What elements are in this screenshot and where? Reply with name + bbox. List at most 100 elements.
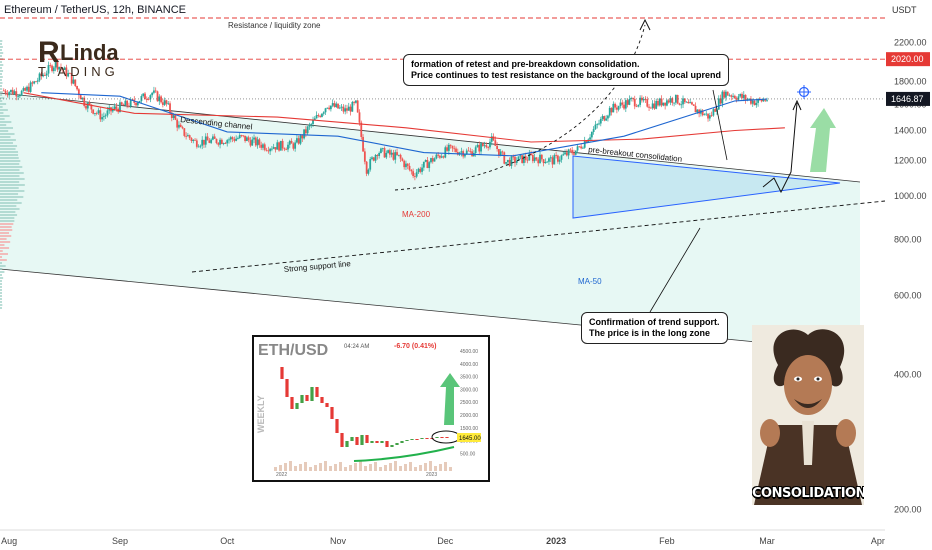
candle-body <box>630 97 633 99</box>
candle-body <box>533 157 536 162</box>
channel-upper-line <box>0 92 861 183</box>
candle-body <box>753 100 756 106</box>
inset-candle <box>380 441 384 443</box>
candle-body <box>224 143 227 145</box>
inset-volume-bar <box>329 466 332 471</box>
candle-body <box>562 154 565 156</box>
candle-body <box>390 152 393 155</box>
candle-body <box>136 102 139 106</box>
candle-body <box>86 102 89 109</box>
candle-body <box>396 152 398 156</box>
candle-body <box>446 147 448 151</box>
volume-profile-bar <box>0 172 24 174</box>
ma-50-label: MA-50 <box>578 277 602 286</box>
candle-body <box>671 98 674 103</box>
candle-body <box>179 124 182 128</box>
y-tick-label: 2200.00 <box>894 38 927 48</box>
inset-candle <box>330 407 334 419</box>
volume-profile-bar <box>0 85 2 87</box>
candle-body <box>213 136 216 139</box>
volume-profile-bar <box>0 211 16 213</box>
candle-body <box>751 100 754 104</box>
candle-body <box>63 67 66 70</box>
inset-candle <box>400 441 404 443</box>
candle-body <box>88 102 91 105</box>
candle-body <box>589 137 591 140</box>
inset-price-tag <box>457 433 481 442</box>
volume-profile-bar <box>0 208 20 210</box>
candle-body <box>639 97 642 105</box>
candle-body <box>517 156 520 161</box>
inset-volume-bar <box>379 467 382 471</box>
candle-body <box>97 110 100 114</box>
candle-body <box>641 97 643 101</box>
candle-body <box>128 105 130 107</box>
candle-body <box>226 140 229 144</box>
inset-candle <box>310 387 314 401</box>
candle-body <box>440 156 443 158</box>
candle-body <box>274 147 277 150</box>
candle-body <box>199 145 202 147</box>
inset-volume-bar <box>314 465 317 471</box>
candle-body <box>238 135 241 139</box>
candle-body <box>412 171 415 177</box>
candle-body <box>521 155 524 163</box>
candle-body <box>503 152 506 164</box>
volume-profile-bar <box>0 217 15 219</box>
inset-volume-bar <box>399 466 402 471</box>
volume-profile-bar <box>0 190 25 192</box>
inset-candle <box>410 439 414 440</box>
retest-annotation-box: formation of retest and pre-breakdown co… <box>403 54 730 86</box>
candle-body <box>181 127 184 129</box>
volume-profile-bar <box>0 100 3 102</box>
candle-body <box>35 81 37 83</box>
inset-candle <box>370 441 374 443</box>
candle-body <box>317 115 320 116</box>
candle-body <box>680 104 683 106</box>
candle-body <box>746 99 749 101</box>
candle-body <box>433 158 436 162</box>
y-tick-label: 1800.00 <box>894 77 927 87</box>
candle-body <box>576 146 579 151</box>
candle-body <box>367 169 370 174</box>
liquidity-projection-curve <box>394 24 646 191</box>
candle-body <box>512 156 515 158</box>
inset-candle <box>415 439 419 440</box>
candle-body <box>151 92 154 96</box>
inset-candle <box>350 437 354 441</box>
candle-body <box>253 137 255 140</box>
candle-body <box>161 102 164 105</box>
candle-body <box>204 136 207 145</box>
candle-body <box>188 135 191 139</box>
logo-subtitle: T ADING <box>38 64 119 79</box>
candle-body <box>6 93 9 96</box>
volume-profile-bar <box>0 103 7 105</box>
candle-body <box>696 109 699 113</box>
candle-body <box>76 86 78 90</box>
candle-body <box>251 139 254 146</box>
candle-body <box>95 113 98 114</box>
candle-body <box>281 140 284 149</box>
candle-body <box>351 101 354 112</box>
candle-body <box>129 99 132 107</box>
candle-body <box>210 139 213 143</box>
candle-body <box>766 99 768 101</box>
candle-body <box>260 144 263 148</box>
candle-body <box>481 143 484 146</box>
candle-body <box>170 112 173 118</box>
candle-body <box>26 86 28 91</box>
candle-body <box>464 154 466 157</box>
volume-profile-bar <box>0 196 24 198</box>
volume-profile-bar <box>0 301 2 303</box>
volume-profile-bar <box>0 226 12 228</box>
candle-body <box>615 107 618 110</box>
inset-volume-bar <box>354 463 357 471</box>
x-tick-label: Nov <box>330 536 347 546</box>
volume-profile-bar <box>0 193 19 195</box>
candle-body <box>140 96 143 101</box>
inset-y-tick: 2500.00 <box>460 400 478 406</box>
inset-candle <box>355 437 359 445</box>
candle-body <box>628 98 631 105</box>
candle-body <box>383 148 386 158</box>
candle-body <box>47 65 50 74</box>
